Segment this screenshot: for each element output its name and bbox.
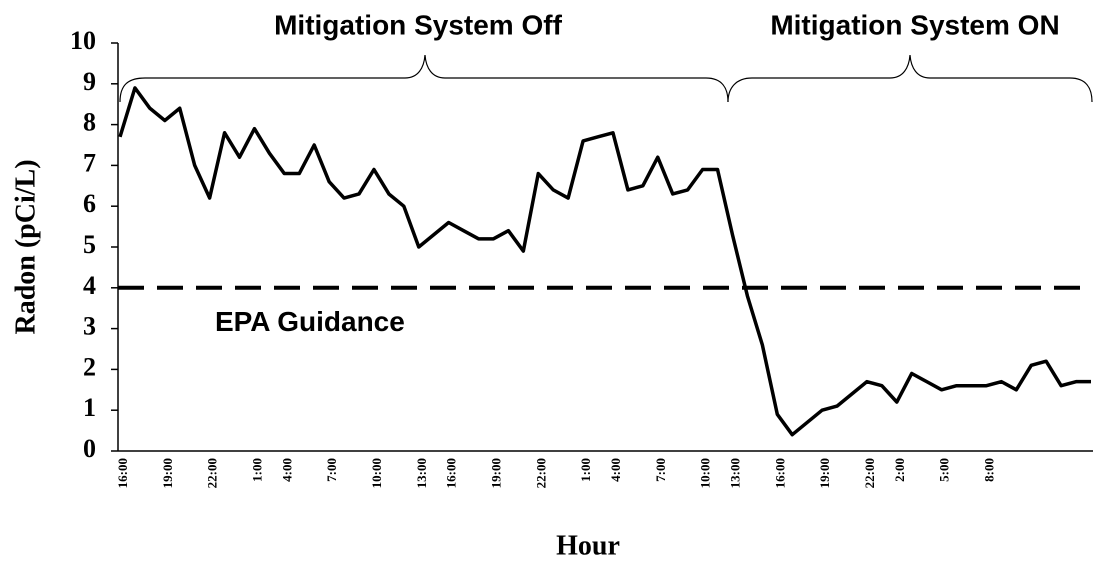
x-tick-label: 4:00 [279,458,294,482]
y-tick-label: 7 [83,148,96,177]
x-tick-label: 13:00 [727,458,742,488]
x-tick-label: 22:00 [205,458,220,488]
y-tick-label: 8 [83,108,96,137]
data-line [118,86,1091,437]
x-tick-label: 8:00 [981,458,996,482]
y-tick-label: 9 [83,67,96,96]
x-tick-label: 19:00 [488,458,503,488]
x-tick-label: 16:00 [444,458,459,488]
x-tick-label: 19:00 [160,458,175,488]
x-tick-label: 1:00 [249,458,264,482]
x-tick-label: 4:00 [608,458,623,482]
x-tick-label: 7:00 [324,458,339,482]
y-tick-label: 5 [83,230,96,259]
threshold-label: EPA Guidance [215,306,405,337]
brace [119,54,729,103]
x-tick-label: 2:00 [892,458,907,482]
y-tick-label: 10 [70,26,96,55]
x-tick-label: 5:00 [937,458,952,482]
x-tick-label: 16:00 [115,458,130,488]
section-title: Mitigation System Off [274,9,562,40]
brace [727,54,1093,103]
x-tick-label: 10:00 [698,458,713,488]
x-tick-label: 1:00 [578,458,593,482]
y-tick-label: 3 [83,312,96,341]
section-title: Mitigation System ON [770,9,1059,40]
y-tick-label: 4 [83,271,96,300]
x-tick-label: 22:00 [533,458,548,488]
x-tick-label: 22:00 [862,458,877,488]
y-axis-title: Radon (pCi/L) [10,159,41,334]
x-tick-label: 10:00 [369,458,384,488]
x-tick-label: 16:00 [772,458,787,488]
x-tick-label: 19:00 [817,458,832,488]
y-tick-label: 0 [83,434,96,463]
x-tick-label: 7:00 [653,458,668,482]
x-axis-title: Hour [556,530,620,561]
y-tick-label: 2 [83,352,96,381]
y-tick-label: 6 [83,189,96,218]
x-tick-label: 13:00 [414,458,429,488]
y-tick-label: 1 [83,393,96,422]
